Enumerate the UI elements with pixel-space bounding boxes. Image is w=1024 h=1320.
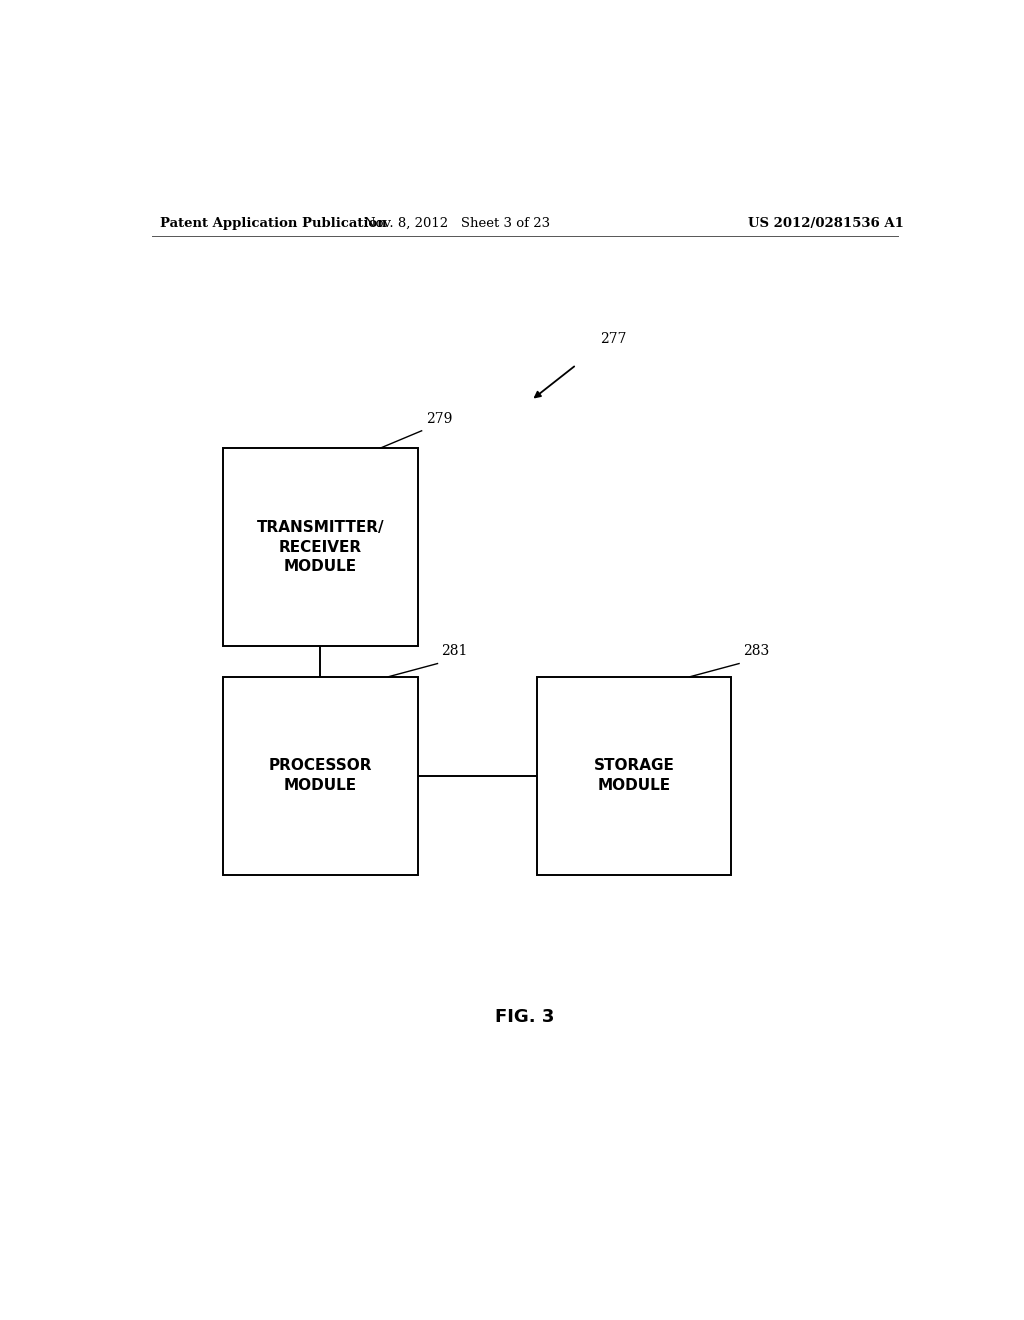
Bar <box>223 677 418 875</box>
Text: US 2012/0281536 A1: US 2012/0281536 A1 <box>749 216 904 230</box>
Text: 279: 279 <box>426 412 452 426</box>
Bar <box>537 677 731 875</box>
Text: STORAGE
MODULE: STORAGE MODULE <box>594 759 675 793</box>
Text: Nov. 8, 2012   Sheet 3 of 23: Nov. 8, 2012 Sheet 3 of 23 <box>365 216 551 230</box>
Text: Patent Application Publication: Patent Application Publication <box>160 216 386 230</box>
Text: 281: 281 <box>441 644 468 659</box>
Text: 283: 283 <box>743 644 769 659</box>
Text: PROCESSOR
MODULE: PROCESSOR MODULE <box>268 759 372 793</box>
Text: FIG. 3: FIG. 3 <box>496 1008 554 1026</box>
Bar <box>223 447 418 647</box>
Text: TRANSMITTER/
RECEIVER
MODULE: TRANSMITTER/ RECEIVER MODULE <box>257 520 384 574</box>
Text: 277: 277 <box>600 333 627 346</box>
